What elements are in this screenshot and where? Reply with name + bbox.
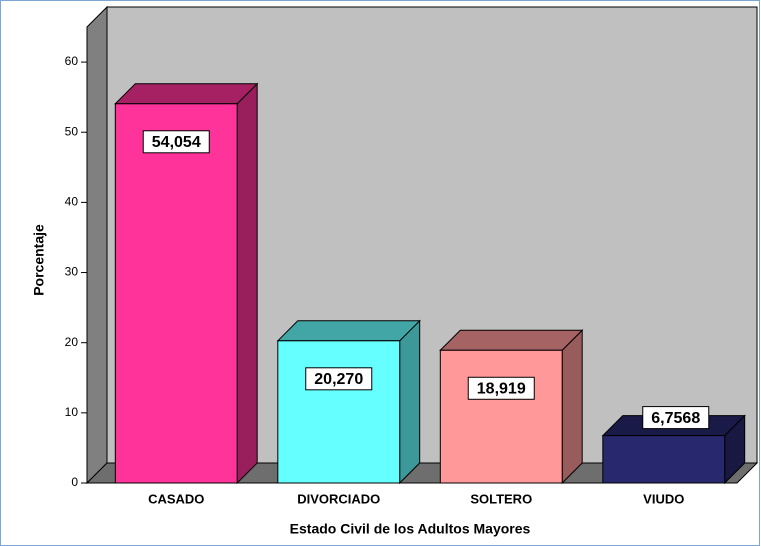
left-wall	[86, 5, 108, 485]
bar-side	[399, 319, 421, 485]
bar	[602, 435, 726, 484]
x-tick-label: SOLTERO	[470, 491, 532, 506]
bar-side	[236, 82, 258, 485]
y-tick-label: 60	[65, 54, 79, 68]
value-label: 6,7568	[651, 410, 700, 427]
x-tick-label: DIVORCIADO	[297, 491, 380, 506]
value-label-box	[305, 367, 373, 391]
bar	[439, 349, 563, 484]
x-tick-label: CASADO	[148, 491, 204, 506]
bar-top	[276, 320, 421, 342]
y-tick-label: 50	[65, 124, 79, 138]
value-label: 18,919	[477, 380, 526, 397]
value-label: 20,270	[314, 371, 363, 388]
x-axis-label: Estado Civil de los Adultos Mayores	[290, 521, 531, 537]
y-tick-label: 30	[65, 265, 79, 279]
value-label-box	[642, 406, 710, 430]
bar	[277, 340, 401, 484]
bar-side	[561, 329, 583, 485]
bar	[114, 103, 238, 484]
bar-top	[114, 83, 259, 105]
y-axis-label: Porcentaje	[31, 224, 47, 296]
y-tick-label: 0	[71, 475, 78, 489]
y-tick-label: 10	[65, 405, 79, 419]
value-label: 54,054	[152, 134, 201, 151]
y-tick-label: 20	[65, 335, 79, 349]
value-label-box	[142, 130, 210, 154]
y-tick-label: 40	[65, 195, 79, 209]
bar-top	[439, 329, 584, 351]
x-tick-label: VIUDO	[643, 491, 684, 506]
value-label-box	[467, 376, 535, 400]
